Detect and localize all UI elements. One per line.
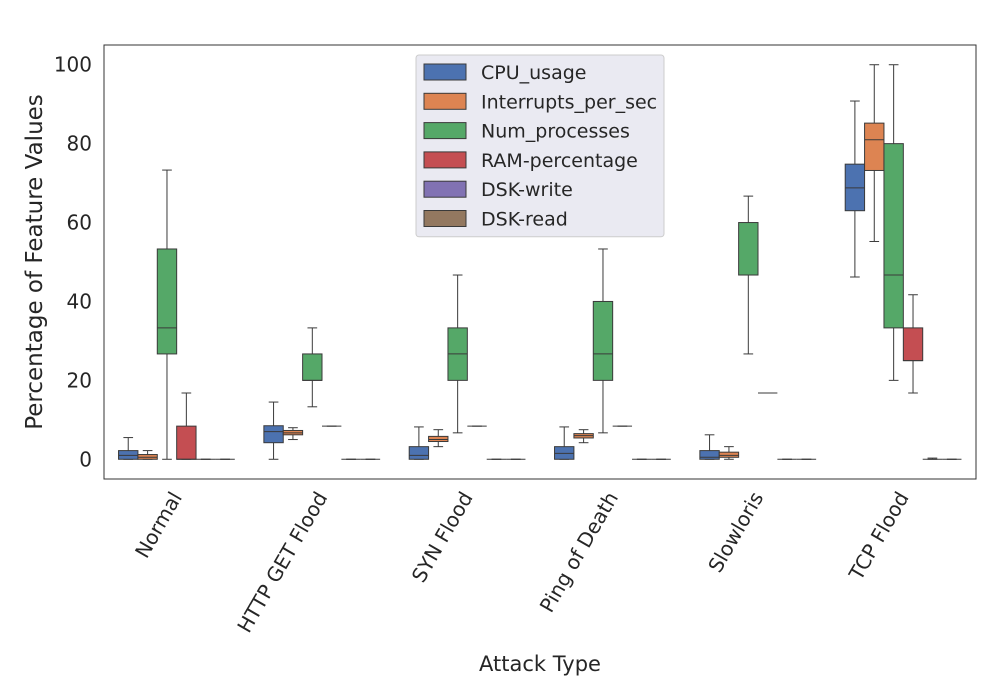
legend-swatch <box>423 180 467 198</box>
legend-swatch <box>423 122 467 140</box>
x-tick-label: Slowloris <box>703 488 768 577</box>
x-tick-label: TCP Flood <box>844 488 914 585</box>
box-body <box>592 300 614 381</box>
legend-item-Num_processes: Num_processes <box>423 121 630 143</box>
box-CPU_usage-Normal <box>118 437 139 460</box>
legend-item-DSK-read: DSK-read <box>423 209 568 231</box>
box-body <box>718 451 740 458</box>
legend-item-Interrupts_per_sec: Interrupts_per_sec <box>423 91 657 113</box>
x-axis-label: Attack Type <box>479 652 601 676</box>
box-body <box>699 450 720 460</box>
legend-swatch <box>423 151 467 169</box>
legend-item-CPU_usage: CPU_usage <box>423 62 586 84</box>
legend-swatch <box>423 210 467 227</box>
legend-item-RAM-percentage: RAM-percentage <box>423 150 638 172</box>
legend-label: Num_processes <box>481 121 630 143</box>
x-tick-label: Ping of Death <box>535 488 623 617</box>
box-Num_processes-SYN Flood <box>447 274 468 434</box>
box-body <box>176 425 197 460</box>
legend-frame <box>415 54 665 238</box>
box-CPU_usage-Slowloris <box>699 434 720 460</box>
y-tick-label: 0 <box>79 447 92 471</box>
legend-label: CPU_usage <box>481 62 586 84</box>
box-Interrupts_per_sec-Ping of Death <box>573 429 594 444</box>
box-body <box>864 122 885 171</box>
box-body <box>302 353 323 381</box>
legend-item-DSK-write: DSK-write <box>423 179 573 201</box>
box-body <box>738 222 759 276</box>
legend-swatch <box>423 63 467 81</box>
box-Num_processes-HTTP GET Flood <box>302 327 323 408</box>
legend-label: RAM-percentage <box>481 150 638 172</box>
y-tick-label: 20 <box>67 368 92 392</box>
box-body <box>428 435 449 443</box>
y-tick-label: 40 <box>67 289 92 313</box>
box-CPU_usage-TCP Flood <box>844 100 866 278</box>
box-body <box>156 248 178 355</box>
x-axis: Normal HTTP GET Flood SYN Flood Ping of Dea… <box>130 488 914 637</box>
box-Interrupts_per_sec-HTTP GET Flood <box>282 427 304 441</box>
box-CPU_usage-HTTP GET Flood <box>263 401 284 460</box>
box-body <box>263 425 284 444</box>
legend-label: Interrupts_per_sec <box>481 91 657 113</box>
box-Num_processes-TCP Flood <box>883 64 904 381</box>
box-CPU_usage-Ping of Death <box>554 426 575 460</box>
y-tick-label: 60 <box>67 211 92 235</box>
x-tick-label: HTTP GET Flood <box>232 488 332 637</box>
box-body <box>408 446 430 460</box>
box-RAM-percentage-Normal <box>176 392 197 460</box>
box-Num_processes-Normal <box>156 169 178 460</box>
box-body <box>883 143 904 329</box>
legend-label: DSK-read <box>481 209 568 231</box>
box-DSK-write-TCP Flood <box>922 457 943 460</box>
x-tick-label: SYN Flood <box>407 488 478 587</box>
x-tick-label: Normal <box>130 488 187 563</box>
boxes-layer <box>118 64 962 460</box>
box-Num_processes-Ping of Death <box>592 248 614 434</box>
box-CPU_usage-SYN Flood <box>408 426 430 460</box>
y-axis: 0 20 40 60 80 100 <box>54 53 92 472</box>
box-RAM-percentage-TCP Flood <box>902 294 924 394</box>
y-tick-label: 80 <box>67 132 92 156</box>
box-Interrupts_per_sec-SYN Flood <box>428 429 449 448</box>
box-body <box>902 327 924 362</box>
y-axis-label: Percentage of Feature Values <box>22 94 48 430</box>
legend-swatch <box>423 92 467 110</box>
legend: CPU_usage Interrupts_per_sec Num_processes… <box>415 54 665 238</box>
box-Num_processes-Slowloris <box>738 195 759 355</box>
box-Interrupts_per_sec-Normal <box>137 450 158 460</box>
y-tick-label: 100 <box>54 53 92 77</box>
box-Interrupts_per_sec-Slowloris <box>718 446 740 460</box>
legend-label: DSK-write <box>481 179 573 201</box>
